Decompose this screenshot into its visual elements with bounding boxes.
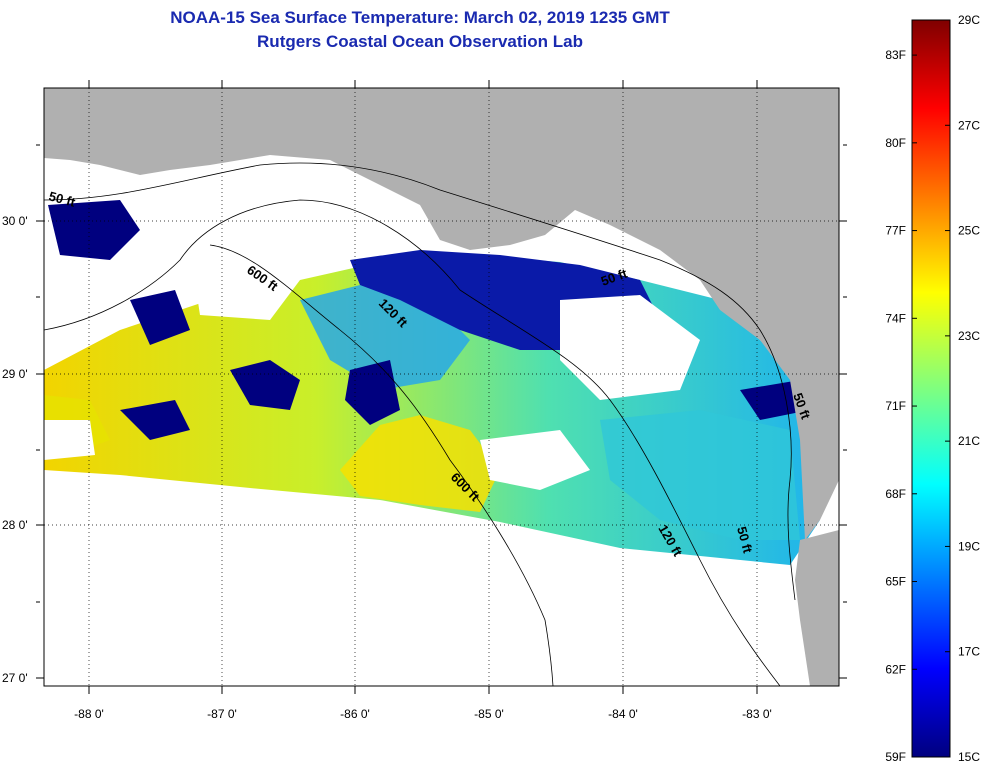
isobath-50ft-line: [44, 162, 796, 601]
fahrenheit-label: 62F: [885, 662, 906, 676]
cloud-mask-4: [480, 430, 590, 490]
lat-label: 30 0': [2, 214, 28, 228]
latitude-labels: 30 0' 29 0' 28 0' 27 0': [2, 214, 28, 685]
colorbar-fahrenheit-labels: 83F 80F 77F 74F 71F 68F 65F 62F 59F: [885, 48, 906, 764]
isobath-label: 50 ft: [47, 188, 77, 210]
axis-ticks: [36, 80, 847, 694]
celsius-label: 29C: [958, 13, 980, 27]
cloud-mask-1: [44, 280, 120, 340]
cold-water-patch-2: [230, 360, 300, 410]
cold-water-patch-4: [120, 400, 190, 440]
isobath-label: 50 ft: [734, 525, 756, 555]
map-title: NOAA-15 Sea Surface Temperature: March 0…: [170, 8, 670, 27]
lon-label: -86 0': [340, 707, 370, 721]
lat-label: 29 0': [2, 367, 28, 381]
lon-label: -87 0': [207, 707, 237, 721]
lon-label: -85 0': [474, 707, 504, 721]
land-north: [44, 88, 839, 540]
celsius-label: 19C: [958, 539, 980, 553]
map-subtitle: Rutgers Coastal Ocean Observation Lab: [257, 32, 583, 51]
fahrenheit-label: 74F: [885, 311, 906, 325]
cloud-mask-5: [44, 420, 95, 460]
cold-water-patch-3: [345, 360, 400, 425]
fahrenheit-label: 59F: [885, 750, 906, 764]
lon-label: -83 0': [742, 707, 772, 721]
celsius-label: 27C: [958, 118, 980, 132]
celsius-label: 17C: [958, 645, 980, 659]
cold-water-patch-1: [48, 200, 140, 260]
isobath-600ft-line: [209, 244, 554, 686]
cool-water-region-east: [600, 410, 800, 540]
cloud-mask-2: [190, 245, 300, 320]
lon-label: -84 0': [608, 707, 638, 721]
celsius-label: 25C: [958, 224, 980, 238]
lat-label: 28 0': [2, 518, 28, 532]
colorbar-ticks: [912, 19, 950, 758]
fahrenheit-label: 68F: [885, 487, 906, 501]
celsius-label: 23C: [958, 329, 980, 343]
cold-water-patch-6: [130, 290, 190, 345]
lat-label: 27 0': [2, 671, 28, 685]
longitude-labels: -88 0' -87 0' -86 0' -85 0' -84 0' -83 0…: [74, 707, 772, 721]
map-frame: [43, 87, 840, 687]
warm-water-patch: [340, 415, 500, 512]
fahrenheit-label: 80F: [885, 136, 906, 150]
fahrenheit-label: 83F: [885, 48, 906, 62]
lon-label: -88 0': [74, 707, 104, 721]
graticule: [44, 88, 839, 686]
celsius-label: 21C: [958, 434, 980, 448]
isobath-120ft-line: [44, 199, 781, 686]
colorbar-celsius-labels: 29C 27C 25C 23C 21C 19C 17C 15C: [958, 13, 980, 764]
land-east-peninsula: [795, 530, 839, 686]
colorbar-gradient: [911, 19, 951, 758]
fahrenheit-label: 71F: [885, 399, 906, 413]
fahrenheit-label: 77F: [885, 224, 906, 238]
fahrenheit-label: 65F: [885, 575, 906, 589]
celsius-label: 15C: [958, 750, 980, 764]
